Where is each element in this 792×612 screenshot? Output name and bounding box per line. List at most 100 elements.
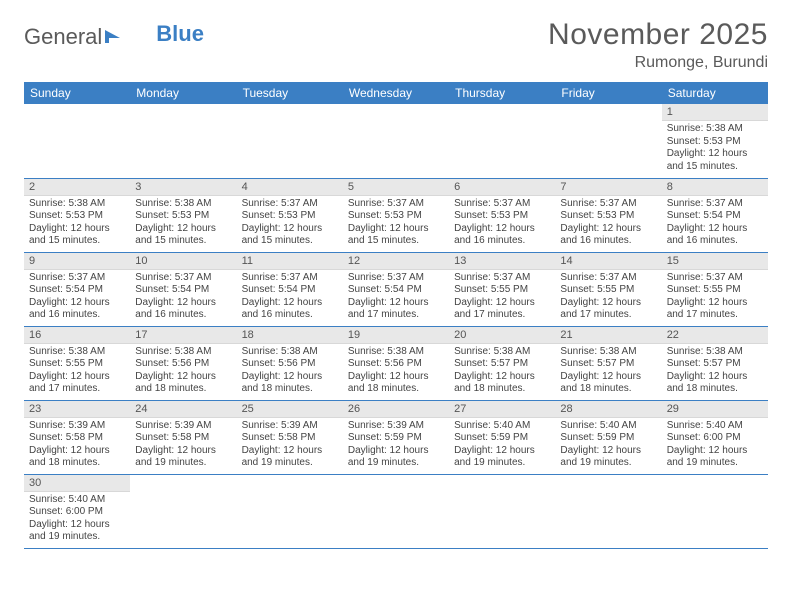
calendar-day-cell: 30Sunrise: 5:40 AMSunset: 6:00 PMDayligh…: [24, 474, 130, 548]
day-data: Sunrise: 5:38 AMSunset: 5:53 PMDaylight:…: [130, 196, 236, 251]
calendar-day-cell: 25Sunrise: 5:39 AMSunset: 5:58 PMDayligh…: [237, 400, 343, 474]
day-number: 8: [662, 179, 768, 196]
day-data: Sunrise: 5:38 AMSunset: 5:53 PMDaylight:…: [24, 196, 130, 251]
day-data: Sunrise: 5:37 AMSunset: 5:53 PMDaylight:…: [343, 196, 449, 251]
day-data: Sunrise: 5:40 AMSunset: 6:00 PMDaylight:…: [24, 492, 130, 547]
calendar-day-cell: [449, 104, 555, 178]
calendar-day-cell: [130, 474, 236, 548]
calendar-day-cell: 12Sunrise: 5:37 AMSunset: 5:54 PMDayligh…: [343, 252, 449, 326]
calendar-day-cell: 14Sunrise: 5:37 AMSunset: 5:55 PMDayligh…: [555, 252, 661, 326]
calendar-table: SundayMondayTuesdayWednesdayThursdayFrid…: [24, 82, 768, 549]
calendar-day-cell: 22Sunrise: 5:38 AMSunset: 5:57 PMDayligh…: [662, 326, 768, 400]
day-data: Sunrise: 5:38 AMSunset: 5:55 PMDaylight:…: [24, 344, 130, 399]
day-data: Sunrise: 5:39 AMSunset: 5:58 PMDaylight:…: [24, 418, 130, 473]
day-number: 2: [24, 179, 130, 196]
day-number: 1: [662, 104, 768, 121]
day-data: Sunrise: 5:38 AMSunset: 5:56 PMDaylight:…: [130, 344, 236, 399]
weekday-header: Monday: [130, 82, 236, 104]
day-number: 22: [662, 327, 768, 344]
calendar-day-cell: 13Sunrise: 5:37 AMSunset: 5:55 PMDayligh…: [449, 252, 555, 326]
calendar-day-cell: [449, 474, 555, 548]
calendar-week-row: 30Sunrise: 5:40 AMSunset: 6:00 PMDayligh…: [24, 474, 768, 548]
day-data: Sunrise: 5:37 AMSunset: 5:54 PMDaylight:…: [237, 270, 343, 325]
title-block: November 2025 Rumonge, Burundi: [548, 18, 768, 72]
day-number: 3: [130, 179, 236, 196]
day-number: 18: [237, 327, 343, 344]
calendar-day-cell: 29Sunrise: 5:40 AMSunset: 6:00 PMDayligh…: [662, 400, 768, 474]
day-data: Sunrise: 5:39 AMSunset: 5:58 PMDaylight:…: [237, 418, 343, 473]
day-data: Sunrise: 5:37 AMSunset: 5:53 PMDaylight:…: [449, 196, 555, 251]
day-number: 4: [237, 179, 343, 196]
day-number: 5: [343, 179, 449, 196]
calendar-day-cell: 21Sunrise: 5:38 AMSunset: 5:57 PMDayligh…: [555, 326, 661, 400]
day-number: 13: [449, 253, 555, 270]
day-number: 28: [555, 401, 661, 418]
calendar-day-cell: 20Sunrise: 5:38 AMSunset: 5:57 PMDayligh…: [449, 326, 555, 400]
calendar-day-cell: 3Sunrise: 5:38 AMSunset: 5:53 PMDaylight…: [130, 178, 236, 252]
day-data: Sunrise: 5:40 AMSunset: 5:59 PMDaylight:…: [449, 418, 555, 473]
weekday-header: Friday: [555, 82, 661, 104]
day-number: 17: [130, 327, 236, 344]
day-number: 26: [343, 401, 449, 418]
calendar-day-cell: 24Sunrise: 5:39 AMSunset: 5:58 PMDayligh…: [130, 400, 236, 474]
day-number: 9: [24, 253, 130, 270]
calendar-day-cell: 15Sunrise: 5:37 AMSunset: 5:55 PMDayligh…: [662, 252, 768, 326]
day-number: 29: [662, 401, 768, 418]
day-data: Sunrise: 5:38 AMSunset: 5:53 PMDaylight:…: [662, 121, 768, 176]
calendar-week-row: 2Sunrise: 5:38 AMSunset: 5:53 PMDaylight…: [24, 178, 768, 252]
day-number: 30: [24, 475, 130, 492]
day-number: 16: [24, 327, 130, 344]
day-data: Sunrise: 5:38 AMSunset: 5:57 PMDaylight:…: [662, 344, 768, 399]
weekday-header: Saturday: [662, 82, 768, 104]
calendar-week-row: 23Sunrise: 5:39 AMSunset: 5:58 PMDayligh…: [24, 400, 768, 474]
day-number: 7: [555, 179, 661, 196]
day-data: Sunrise: 5:38 AMSunset: 5:56 PMDaylight:…: [237, 344, 343, 399]
calendar-week-row: 9Sunrise: 5:37 AMSunset: 5:54 PMDaylight…: [24, 252, 768, 326]
calendar-body: 1Sunrise: 5:38 AMSunset: 5:53 PMDaylight…: [24, 104, 768, 548]
logo-text-2: Blue: [156, 21, 204, 47]
calendar-day-cell: 28Sunrise: 5:40 AMSunset: 5:59 PMDayligh…: [555, 400, 661, 474]
day-number: 14: [555, 253, 661, 270]
day-number: 25: [237, 401, 343, 418]
day-data: Sunrise: 5:38 AMSunset: 5:56 PMDaylight:…: [343, 344, 449, 399]
calendar-day-cell: 2Sunrise: 5:38 AMSunset: 5:53 PMDaylight…: [24, 178, 130, 252]
weekday-header-row: SundayMondayTuesdayWednesdayThursdayFrid…: [24, 82, 768, 104]
calendar-day-cell: 8Sunrise: 5:37 AMSunset: 5:54 PMDaylight…: [662, 178, 768, 252]
calendar-day-cell: 10Sunrise: 5:37 AMSunset: 5:54 PMDayligh…: [130, 252, 236, 326]
day-data: Sunrise: 5:38 AMSunset: 5:57 PMDaylight:…: [449, 344, 555, 399]
day-number: 23: [24, 401, 130, 418]
day-number: 24: [130, 401, 236, 418]
day-data: Sunrise: 5:37 AMSunset: 5:53 PMDaylight:…: [237, 196, 343, 251]
day-number: 27: [449, 401, 555, 418]
day-data: Sunrise: 5:37 AMSunset: 5:54 PMDaylight:…: [662, 196, 768, 251]
logo-flag-icon: [104, 29, 126, 45]
day-number: 19: [343, 327, 449, 344]
day-data: Sunrise: 5:37 AMSunset: 5:55 PMDaylight:…: [662, 270, 768, 325]
day-number: 12: [343, 253, 449, 270]
day-data: Sunrise: 5:40 AMSunset: 5:59 PMDaylight:…: [555, 418, 661, 473]
calendar-day-cell: 27Sunrise: 5:40 AMSunset: 5:59 PMDayligh…: [449, 400, 555, 474]
day-number: 21: [555, 327, 661, 344]
calendar-day-cell: [237, 474, 343, 548]
day-data: Sunrise: 5:39 AMSunset: 5:58 PMDaylight:…: [130, 418, 236, 473]
calendar-day-cell: [24, 104, 130, 178]
calendar-day-cell: 16Sunrise: 5:38 AMSunset: 5:55 PMDayligh…: [24, 326, 130, 400]
day-number: 6: [449, 179, 555, 196]
calendar-day-cell: [237, 104, 343, 178]
calendar-day-cell: [130, 104, 236, 178]
logo: General Blue: [24, 24, 204, 50]
day-data: Sunrise: 5:37 AMSunset: 5:55 PMDaylight:…: [555, 270, 661, 325]
day-data: Sunrise: 5:37 AMSunset: 5:54 PMDaylight:…: [24, 270, 130, 325]
weekday-header: Wednesday: [343, 82, 449, 104]
calendar-day-cell: [343, 104, 449, 178]
calendar-day-cell: 26Sunrise: 5:39 AMSunset: 5:59 PMDayligh…: [343, 400, 449, 474]
logo-text-1: General: [24, 24, 102, 50]
day-data: Sunrise: 5:37 AMSunset: 5:54 PMDaylight:…: [343, 270, 449, 325]
calendar-day-cell: [662, 474, 768, 548]
page-header: General Blue November 2025 Rumonge, Buru…: [24, 18, 768, 72]
month-title: November 2025: [548, 18, 768, 52]
calendar-day-cell: 5Sunrise: 5:37 AMSunset: 5:53 PMDaylight…: [343, 178, 449, 252]
calendar-day-cell: [555, 104, 661, 178]
day-number: 11: [237, 253, 343, 270]
calendar-day-cell: 17Sunrise: 5:38 AMSunset: 5:56 PMDayligh…: [130, 326, 236, 400]
